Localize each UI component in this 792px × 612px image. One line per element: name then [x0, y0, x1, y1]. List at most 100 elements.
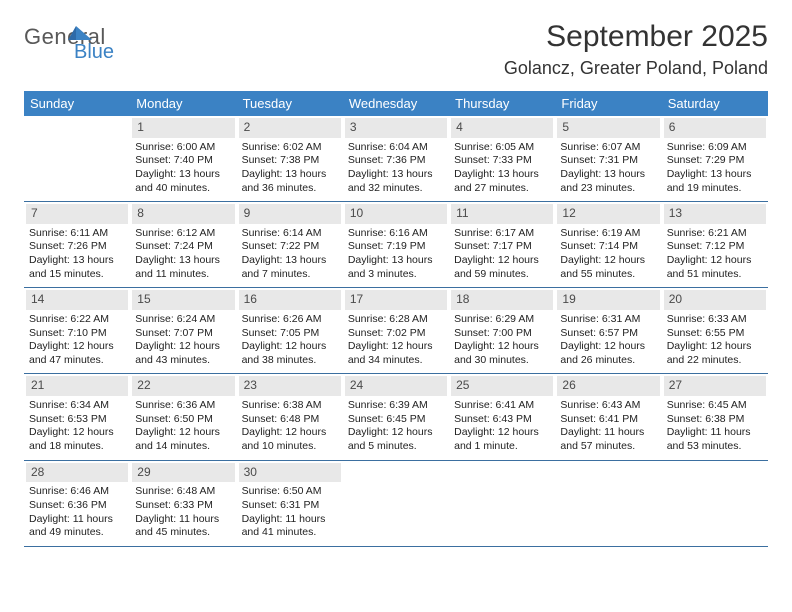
day-number: 17 — [345, 290, 447, 310]
weekday-wednesday: Wednesday — [343, 91, 449, 116]
sunrise-text: Sunrise: 6:21 AM — [664, 227, 766, 241]
day-number: 18 — [451, 290, 553, 310]
day-cell — [449, 461, 555, 546]
daylight-text: Daylight: 12 hours and 5 minutes. — [345, 426, 447, 453]
sunrise-text: Sunrise: 6:12 AM — [132, 227, 234, 241]
day-number: 20 — [664, 290, 766, 310]
daylight-text: Daylight: 12 hours and 26 minutes. — [557, 340, 659, 367]
page-title: September 2025 — [504, 20, 768, 54]
day-cell: 1Sunrise: 6:00 AMSunset: 7:40 PMDaylight… — [130, 116, 236, 201]
day-cell: 9Sunrise: 6:14 AMSunset: 7:22 PMDaylight… — [237, 202, 343, 287]
day-cell: 10Sunrise: 6:16 AMSunset: 7:19 PMDayligh… — [343, 202, 449, 287]
daylight-text: Daylight: 12 hours and 51 minutes. — [664, 254, 766, 281]
sunrise-text: Sunrise: 6:00 AM — [132, 141, 234, 155]
sunset-text: Sunset: 7:24 PM — [132, 240, 234, 254]
sunset-text: Sunset: 6:31 PM — [239, 499, 341, 513]
day-cell: 4Sunrise: 6:05 AMSunset: 7:33 PMDaylight… — [449, 116, 555, 201]
sunrise-text: Sunrise: 6:11 AM — [26, 227, 128, 241]
weekday-tuesday: Tuesday — [237, 91, 343, 116]
day-cell: 25Sunrise: 6:41 AMSunset: 6:43 PMDayligh… — [449, 374, 555, 459]
day-cell: 8 Sunrise: 6:12 AMSunset: 7:24 PMDaylight… — [130, 202, 236, 287]
sunset-text: Sunset: 7:10 PM — [26, 327, 128, 341]
day-number: 23 — [239, 376, 341, 396]
sunset-text: Sunset: 7:12 PM — [664, 240, 766, 254]
title-block: September 2025 Golancz, Greater Poland, … — [504, 20, 768, 79]
daylight-text: Daylight: 12 hours and 59 minutes. — [451, 254, 553, 281]
day-number: 12 — [557, 204, 659, 224]
day-cell: 26Sunrise: 6:43 AMSunset: 6:41 PMDayligh… — [555, 374, 661, 459]
day-cell: 22Sunrise: 6:36 AMSunset: 6:50 PMDayligh… — [130, 374, 236, 459]
day-cell: 28Sunrise: 6:46 AMSunset: 6:36 PMDayligh… — [24, 461, 130, 546]
day-cell: 19Sunrise: 6:31 AMSunset: 6:57 PMDayligh… — [555, 288, 661, 373]
daylight-text: Daylight: 12 hours and 22 minutes. — [664, 340, 766, 367]
sunset-text: Sunset: 7:17 PM — [451, 240, 553, 254]
day-cell: 3Sunrise: 6:04 AMSunset: 7:36 PMDaylight… — [343, 116, 449, 201]
day-number: 6 — [664, 118, 766, 138]
sunset-text: Sunset: 7:33 PM — [451, 154, 553, 168]
day-number: 22 — [132, 376, 234, 396]
day-cell — [343, 461, 449, 546]
day-cell: 13 Sunrise: 6:21 AMSunset: 7:12 PMDayligh… — [662, 202, 768, 287]
daylight-text: Daylight: 11 hours and 41 minutes. — [239, 513, 341, 540]
sunrise-text: Sunrise: 6:41 AM — [451, 399, 553, 413]
daylight-text: Daylight: 13 hours and 19 minutes. — [664, 168, 766, 195]
sunrise-text: Sunrise: 6:19 AM — [557, 227, 659, 241]
daylight-text: Daylight: 12 hours and 30 minutes. — [451, 340, 553, 367]
day-number: 14 — [26, 290, 128, 310]
sunrise-text: Sunrise: 6:33 AM — [664, 313, 766, 327]
day-number: 27 — [664, 376, 766, 396]
day-number: 13 — [664, 204, 766, 224]
sunset-text: Sunset: 6:48 PM — [239, 413, 341, 427]
daylight-text: Daylight: 12 hours and 55 minutes. — [557, 254, 659, 281]
sunset-text: Sunset: 6:45 PM — [345, 413, 447, 427]
day-cell: 21Sunrise: 6:34 AMSunset: 6:53 PMDayligh… — [24, 374, 130, 459]
day-number: 8 — [132, 204, 234, 224]
day-number: 7 — [26, 204, 128, 224]
day-cell: 2Sunrise: 6:02 AMSunset: 7:38 PMDaylight… — [237, 116, 343, 201]
day-cell: 7Sunrise: 6:11 AMSunset: 7:26 PMDaylight… — [24, 202, 130, 287]
logo-mark-icon — [68, 24, 94, 47]
daylight-text: Daylight: 13 hours and 27 minutes. — [451, 168, 553, 195]
day-cell: 29Sunrise: 6:48 AMSunset: 6:33 PMDayligh… — [130, 461, 236, 546]
sunrise-text: Sunrise: 6:05 AM — [451, 141, 553, 155]
sunset-text: Sunset: 7:36 PM — [345, 154, 447, 168]
weekday-thursday: Thursday — [449, 91, 555, 116]
day-number: 26 — [557, 376, 659, 396]
day-cell: 14Sunrise: 6:22 AMSunset: 7:10 PMDayligh… — [24, 288, 130, 373]
calendar: Sunday Monday Tuesday Wednesday Thursday… — [24, 91, 768, 547]
day-cell: 12Sunrise: 6:19 AMSunset: 7:14 PMDayligh… — [555, 202, 661, 287]
day-cell: 17Sunrise: 6:28 AMSunset: 7:02 PMDayligh… — [343, 288, 449, 373]
daylight-text: Daylight: 12 hours and 38 minutes. — [239, 340, 341, 367]
day-cell — [555, 461, 661, 546]
sunrise-text: Sunrise: 6:34 AM — [26, 399, 128, 413]
sunset-text: Sunset: 7:19 PM — [345, 240, 447, 254]
daylight-text: Daylight: 12 hours and 14 minutes. — [132, 426, 234, 453]
weekday-friday: Friday — [555, 91, 661, 116]
daylight-text: Daylight: 12 hours and 47 minutes. — [26, 340, 128, 367]
day-number: 30 — [239, 463, 341, 483]
sunset-text: Sunset: 7:26 PM — [26, 240, 128, 254]
weeks-container: 1Sunrise: 6:00 AMSunset: 7:40 PMDaylight… — [24, 116, 768, 547]
daylight-text: Daylight: 13 hours and 40 minutes. — [132, 168, 234, 195]
daylight-text: Daylight: 11 hours and 49 minutes. — [26, 513, 128, 540]
sunrise-text: Sunrise: 6:17 AM — [451, 227, 553, 241]
day-cell — [662, 461, 768, 546]
logo: General Blue — [24, 20, 94, 62]
week-row: 21Sunrise: 6:34 AMSunset: 6:53 PMDayligh… — [24, 374, 768, 460]
sunset-text: Sunset: 7:02 PM — [345, 327, 447, 341]
day-number: 25 — [451, 376, 553, 396]
day-cell: 11Sunrise: 6:17 AMSunset: 7:17 PMDayligh… — [449, 202, 555, 287]
daylight-text: Daylight: 12 hours and 18 minutes. — [26, 426, 128, 453]
day-number: 21 — [26, 376, 128, 396]
weekday-monday: Monday — [130, 91, 236, 116]
sunrise-text: Sunrise: 6:09 AM — [664, 141, 766, 155]
day-number: 1 — [132, 118, 234, 138]
daylight-text: Daylight: 13 hours and 7 minutes. — [239, 254, 341, 281]
sunrise-text: Sunrise: 6:46 AM — [26, 485, 128, 499]
day-cell: 18Sunrise: 6:29 AMSunset: 7:00 PMDayligh… — [449, 288, 555, 373]
daylight-text: Daylight: 13 hours and 11 minutes. — [132, 254, 234, 281]
weekday-header-row: Sunday Monday Tuesday Wednesday Thursday… — [24, 91, 768, 116]
week-row: 1Sunrise: 6:00 AMSunset: 7:40 PMDaylight… — [24, 116, 768, 202]
daylight-text: Daylight: 13 hours and 36 minutes. — [239, 168, 341, 195]
daylight-text: Daylight: 12 hours and 10 minutes. — [239, 426, 341, 453]
